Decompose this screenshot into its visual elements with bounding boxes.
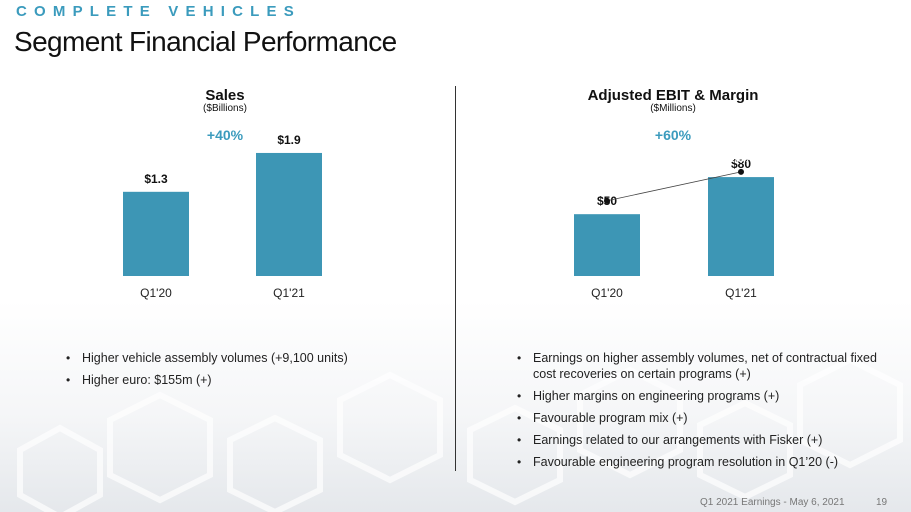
page-title: Segment Financial Performance (14, 26, 397, 57)
margin-point (604, 197, 610, 204)
sales-driver-item: Higher vehicle assembly volumes (+9,100 … (64, 350, 434, 366)
sales-driver-item: Higher euro: $155m (+) (64, 372, 434, 388)
sales-chart-subtitle: ($Billions) (203, 103, 247, 114)
ebit-value-label: $80 (731, 157, 751, 171)
sales-value-label: $1.9 (277, 133, 301, 147)
ebit-bar (708, 177, 774, 276)
page-number: 19 (876, 497, 888, 508)
margin-label: 4.3% (727, 151, 755, 165)
sales-drivers-list: Higher vehicle assembly volumes (+9,100 … (64, 350, 434, 394)
ebit-driver-item: Earnings on higher assembly volumes, net… (515, 350, 900, 382)
sales-category-label: Q1'20 (140, 286, 172, 300)
section-kicker: COMPLETE VEHICLES (16, 3, 301, 20)
ebit-drivers-list: Earnings on higher assembly volumes, net… (515, 350, 900, 476)
ebit-driver-item: Favourable program mix (+) (515, 410, 900, 426)
ebit-driver-item: Higher margins on engineering programs (… (515, 388, 900, 404)
ebit-driver-item: Earnings related to our arrangements wit… (515, 432, 900, 448)
sales-chart-title: Sales (205, 87, 245, 104)
margin-line (606, 171, 742, 202)
ebit-chart-title: Adjusted EBIT & Margin (587, 87, 759, 104)
margin-point (738, 168, 744, 175)
sales-bar (123, 191, 189, 276)
panel-divider (455, 86, 456, 471)
sales-growth-label: +40% (206, 127, 244, 143)
ebit-category-label: Q1'20 (591, 286, 623, 300)
sales-value-label: $1.3 (144, 172, 168, 186)
footer-text: Q1 2021 Earnings - May 6, 2021 (700, 497, 845, 508)
sales-category-label: Q1'21 (273, 286, 305, 300)
ebit-chart-subtitle: ($Millions) (650, 103, 696, 114)
ebit-growth-label: +60% (654, 127, 692, 143)
ebit-category-label: Q1'21 (725, 286, 757, 300)
sales-bar (256, 152, 322, 276)
ebit-bar (574, 214, 640, 276)
margin-label: 3.8% (593, 180, 621, 194)
ebit-driver-item: Favourable engineering program resolutio… (515, 454, 900, 470)
